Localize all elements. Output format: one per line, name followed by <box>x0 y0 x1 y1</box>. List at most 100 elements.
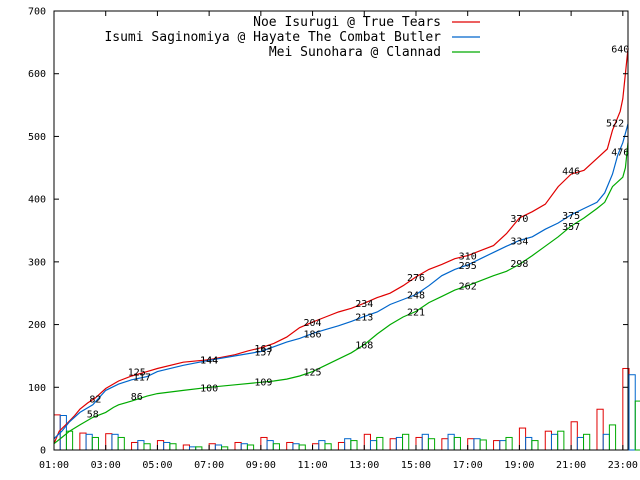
data-label: 213 <box>355 312 373 323</box>
plot-frame <box>53 10 629 451</box>
legend-entry-label: Noe Isurugi @ True Tears <box>253 15 441 30</box>
bar-red <box>260 436 268 451</box>
y-tick-label: 400 <box>28 195 46 206</box>
bar-green <box>324 443 332 451</box>
data-label: 310 <box>459 252 477 263</box>
x-tick-label: 07:00 <box>194 460 224 471</box>
annotations-layer: 8212514416320423427631037044652264011714… <box>87 45 630 421</box>
data-label: 295 <box>459 261 477 272</box>
bar-green <box>91 436 99 451</box>
x-tick-label: 13:00 <box>349 460 379 471</box>
bar-blue <box>576 436 585 451</box>
x-tick-label: 19:00 <box>504 460 534 471</box>
lines-layer <box>53 48 629 445</box>
bar-green <box>246 444 255 451</box>
bar-green <box>479 439 487 451</box>
data-label: 157 <box>254 348 272 359</box>
bar-green <box>427 438 436 451</box>
bar-green <box>65 430 74 451</box>
data-label: 357 <box>562 222 580 233</box>
bar-green <box>298 444 306 451</box>
bar-blue <box>395 436 404 451</box>
x-tick-label: 21:00 <box>556 460 586 471</box>
bar-blue <box>137 440 145 451</box>
bar-blue <box>59 415 67 451</box>
bar-green <box>402 433 410 451</box>
data-label: 82 <box>89 395 101 406</box>
data-label: 446 <box>562 166 580 177</box>
bar-blue <box>266 440 274 451</box>
bar-red <box>441 438 449 451</box>
bar-red <box>389 438 397 451</box>
bar-blue <box>318 440 326 451</box>
bar-red <box>415 436 423 451</box>
bar-blue <box>163 441 171 451</box>
bar-red <box>208 443 216 451</box>
bar-green <box>608 424 617 451</box>
bar-red <box>131 441 139 451</box>
data-label: 262 <box>459 282 477 293</box>
y-tick-label: 0 <box>40 446 46 457</box>
bar-red <box>363 433 371 451</box>
y-tick-label: 300 <box>28 257 46 268</box>
bar-green <box>505 436 513 451</box>
data-label: 248 <box>407 290 425 301</box>
bar-green <box>531 440 539 451</box>
bar-blue <box>447 433 455 451</box>
y-tick-label: 700 <box>28 7 46 18</box>
data-label: 375 <box>562 211 580 222</box>
data-label: 186 <box>304 329 322 340</box>
data-label: 334 <box>510 237 528 248</box>
bar-blue <box>550 433 559 451</box>
data-label: 370 <box>510 214 528 225</box>
bar-blue <box>628 374 636 451</box>
x-tick-label: 15:00 <box>401 460 431 471</box>
x-tick-label: 03:00 <box>91 460 121 471</box>
data-label: 168 <box>355 341 373 352</box>
bar-red <box>312 443 320 451</box>
data-label: 204 <box>304 318 322 329</box>
data-label: 100 <box>200 383 218 394</box>
data-label: 234 <box>355 299 373 310</box>
data-label: 163 <box>254 344 272 355</box>
bar-green <box>634 400 640 451</box>
data-label: 117 <box>133 373 151 384</box>
bar-blue <box>369 440 378 451</box>
data-label: 476 <box>611 147 629 158</box>
bar-blue <box>344 438 352 451</box>
bar-green <box>557 430 565 451</box>
series-line-0 <box>53 48 629 444</box>
data-label: 221 <box>407 307 425 318</box>
bar-green <box>169 443 177 451</box>
bar-red <box>596 408 604 451</box>
series-line-1 <box>53 123 629 440</box>
bar-green <box>143 443 151 451</box>
bar-red <box>182 444 190 451</box>
x-tick-label: 17:00 <box>453 460 483 471</box>
bar-red <box>337 441 346 451</box>
data-label: 144 <box>200 356 218 367</box>
bar-green <box>583 433 591 451</box>
data-label: 522 <box>606 119 624 130</box>
data-label: 276 <box>407 273 425 284</box>
data-label: 144 <box>200 356 218 367</box>
bar-green <box>117 436 125 451</box>
bar-red <box>493 440 501 451</box>
x-tick-label: 11:00 <box>298 460 328 471</box>
x-tick-label: 23:00 <box>608 460 638 471</box>
bar-red <box>286 441 294 451</box>
bar-blue <box>292 443 300 451</box>
bar-blue <box>421 433 429 451</box>
y-tick-label: 200 <box>28 320 46 331</box>
bar-red <box>467 438 475 451</box>
bar-blue <box>499 440 507 451</box>
bar-green <box>453 436 461 451</box>
legend-entry-label: Isumi Saginomiya @ Hayate The Combat But… <box>104 30 441 45</box>
bar-green <box>376 436 384 451</box>
x-tick-label: 01:00 <box>39 460 69 471</box>
x-tick-label: 09:00 <box>246 460 276 471</box>
bar-red <box>79 432 87 451</box>
bar-green <box>350 440 358 451</box>
